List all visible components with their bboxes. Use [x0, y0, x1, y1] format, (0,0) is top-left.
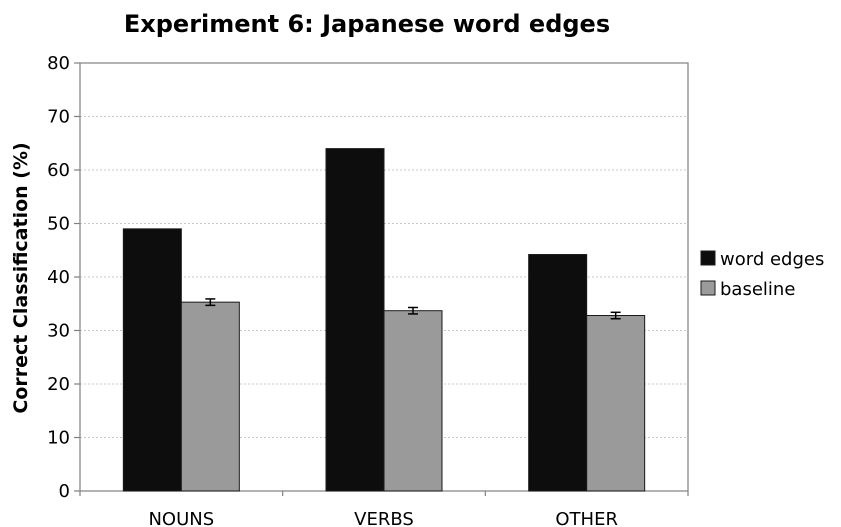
bar-baseline [586, 315, 646, 492]
bar-baseline [383, 310, 443, 492]
bar-word-edges [325, 148, 385, 492]
bars [122, 148, 646, 492]
legend-swatch [700, 250, 716, 266]
y-axis-label: Correct Classification (%) [10, 142, 32, 413]
legend-label: baseline [720, 279, 795, 300]
x-axis-ticks: NOUNS VERBS OTHER [79, 491, 689, 527]
y-tick-label: 50 [47, 214, 70, 235]
y-tick-label: 10 [47, 428, 70, 449]
chart-title: Experiment 6: Japanese word edges [124, 10, 610, 38]
y-tick-label: 60 [47, 160, 70, 181]
y-tick-label: 70 [47, 107, 70, 128]
y-tick-label: 30 [47, 321, 70, 342]
x-tick-label: NOUNS [148, 509, 214, 527]
y-tick-label: 0 [59, 481, 70, 502]
x-tick-label: OTHER [555, 509, 618, 527]
y-tick-label: 40 [47, 267, 70, 288]
bar-word-edges [122, 228, 182, 492]
y-axis-ticks: 0 10 20 30 40 50 60 70 80 [47, 53, 80, 502]
y-tick-label: 20 [47, 374, 70, 395]
bar-baseline [180, 301, 240, 492]
y-axis-title: Correct Classification (%) [10, 142, 32, 413]
bar-word-edges [528, 254, 588, 492]
legend: word edges baseline [700, 249, 824, 300]
legend-label: word edges [720, 249, 824, 270]
y-tick-label: 80 [47, 53, 70, 74]
x-tick-label: VERBS [354, 509, 414, 527]
legend-swatch [700, 280, 716, 296]
